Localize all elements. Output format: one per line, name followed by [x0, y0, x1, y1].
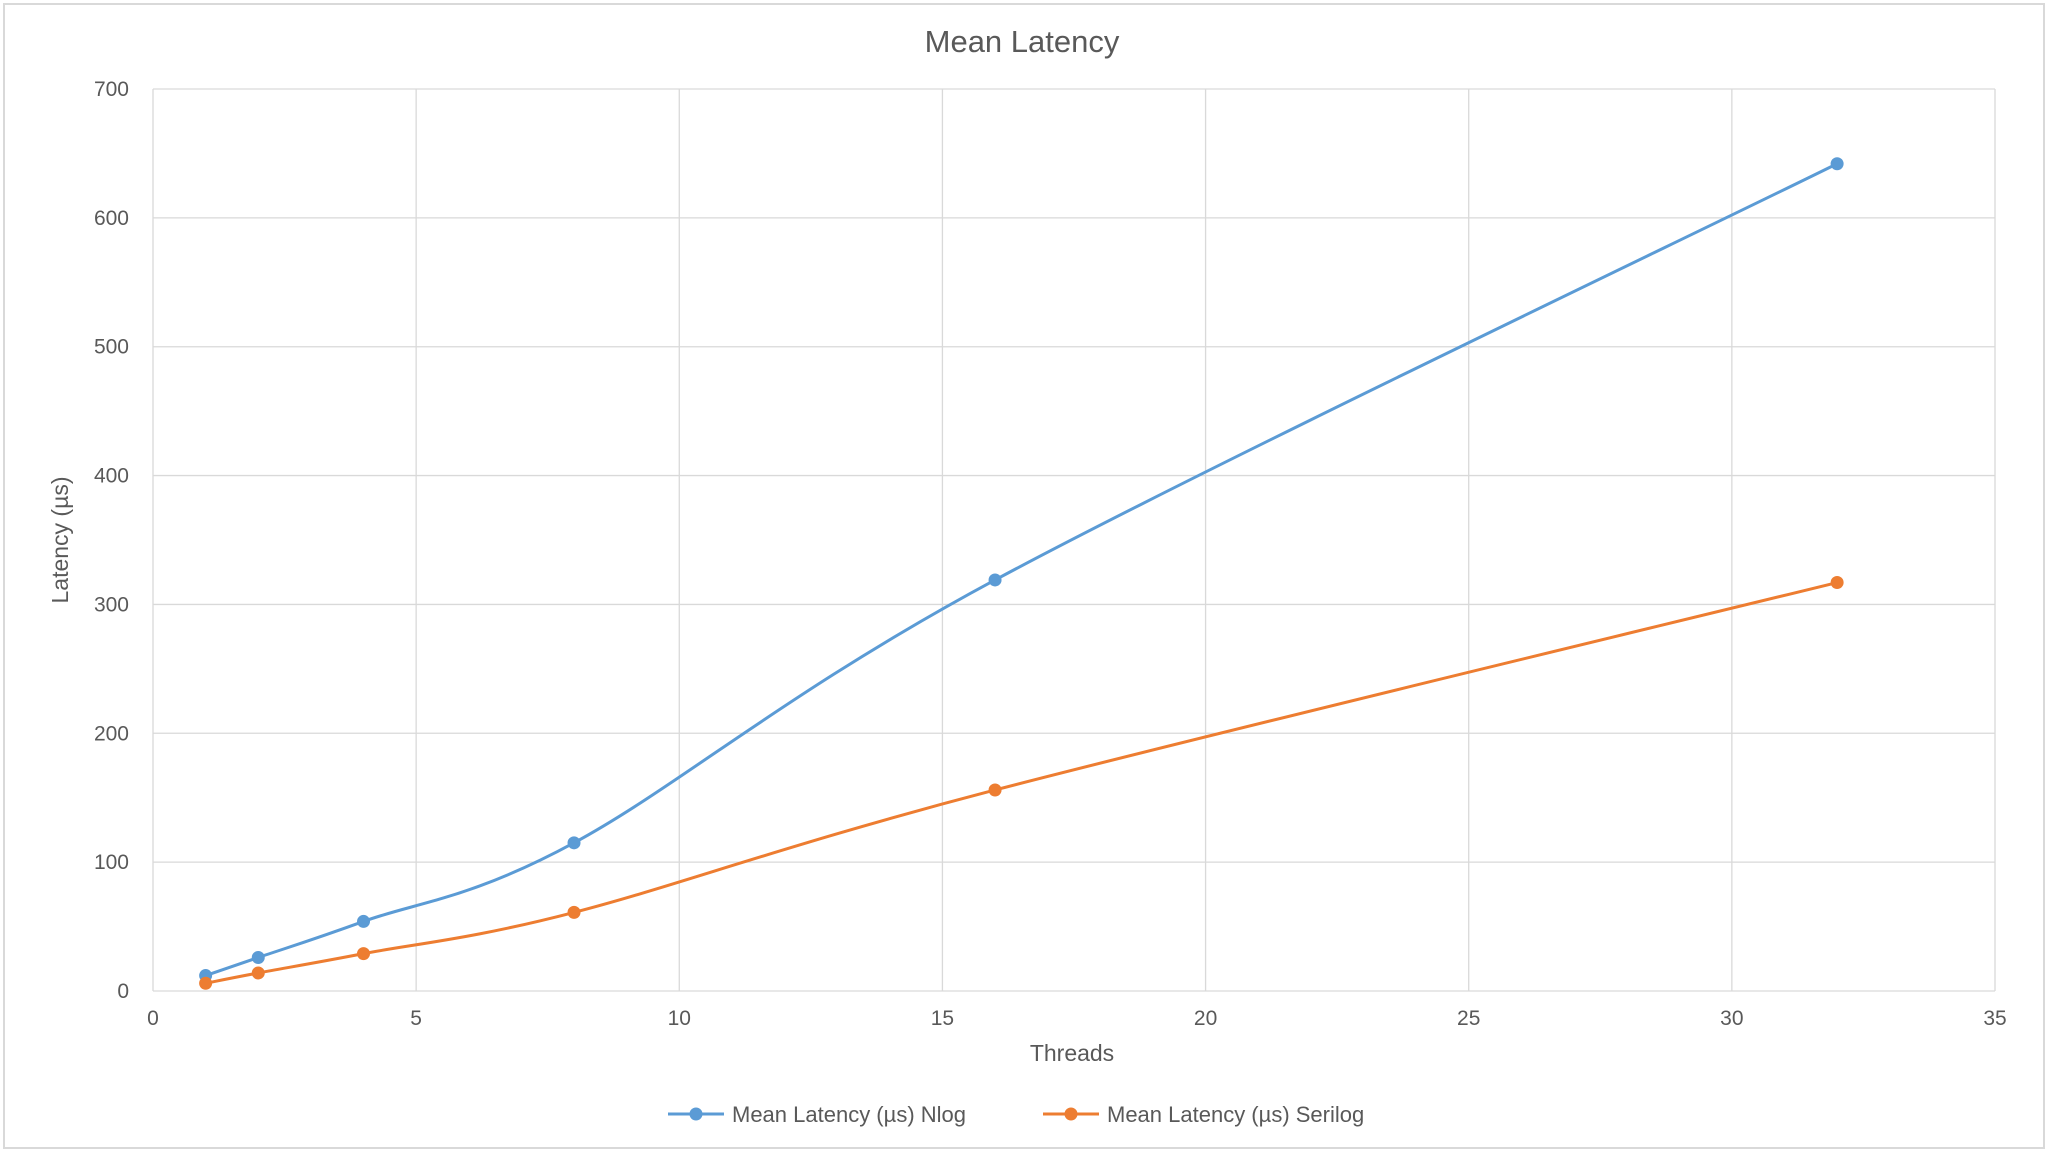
data-point [357, 914, 371, 928]
data-point [199, 976, 213, 990]
data-point [251, 966, 265, 980]
legend-item: Mean Latency (µs) Nlog [668, 1102, 966, 1127]
legend-marker [1064, 1107, 1078, 1121]
y-tick-label: 600 [94, 207, 129, 230]
x-tick-label: 20 [1194, 1007, 1217, 1030]
data-point [357, 947, 371, 961]
series-line [204, 162, 1839, 978]
data-point [567, 836, 581, 850]
data-point [1830, 157, 1844, 171]
x-tick-label: 35 [1983, 1007, 2006, 1030]
x-tick-label: 0 [147, 1007, 159, 1030]
series-2 [199, 576, 1844, 990]
x-axis-ticks: 0 5 10 15 20 25 30 35 [147, 1007, 2007, 1030]
legend-marker [689, 1107, 703, 1121]
y-tick-label: 200 [94, 722, 129, 745]
y-tick-label: 300 [94, 593, 129, 616]
y-tick-label: 500 [94, 336, 129, 359]
x-tick-label: 15 [931, 1007, 954, 1030]
x-tick-label: 25 [1457, 1007, 1480, 1030]
legend: Mean Latency (µs) Nlog Mean Latency (µs) … [668, 1102, 1364, 1127]
y-axis-title: Latency (µs) [47, 476, 73, 603]
data-point [567, 905, 581, 919]
y-tick-label: 400 [94, 465, 129, 488]
x-tick-label: 5 [410, 1007, 422, 1030]
data-point [988, 783, 1002, 797]
series-group [199, 157, 1844, 990]
x-tick-label: 10 [668, 1007, 691, 1030]
legend-label: Mean Latency (µs) Serilog [1107, 1102, 1364, 1127]
legend-label: Mean Latency (µs) Nlog [732, 1102, 966, 1127]
gridlines [152, 88, 1996, 992]
series-line [204, 581, 1839, 985]
y-tick-label: 100 [94, 851, 129, 874]
y-axis-ticks: 0 100 200 300 400 500 600 700 [94, 78, 129, 1003]
data-point [988, 573, 1002, 587]
y-tick-label: 0 [117, 980, 129, 1003]
x-tick-label: 30 [1720, 1007, 1743, 1030]
y-tick-label: 700 [94, 78, 129, 101]
chart-frame [3, 3, 2045, 1149]
chart-title: Mean Latency [925, 24, 1120, 59]
legend-item: Mean Latency (µs) Serilog [1043, 1102, 1364, 1127]
x-axis-title: Threads [1030, 1040, 1114, 1066]
data-point [251, 950, 265, 964]
data-point [1830, 576, 1844, 590]
